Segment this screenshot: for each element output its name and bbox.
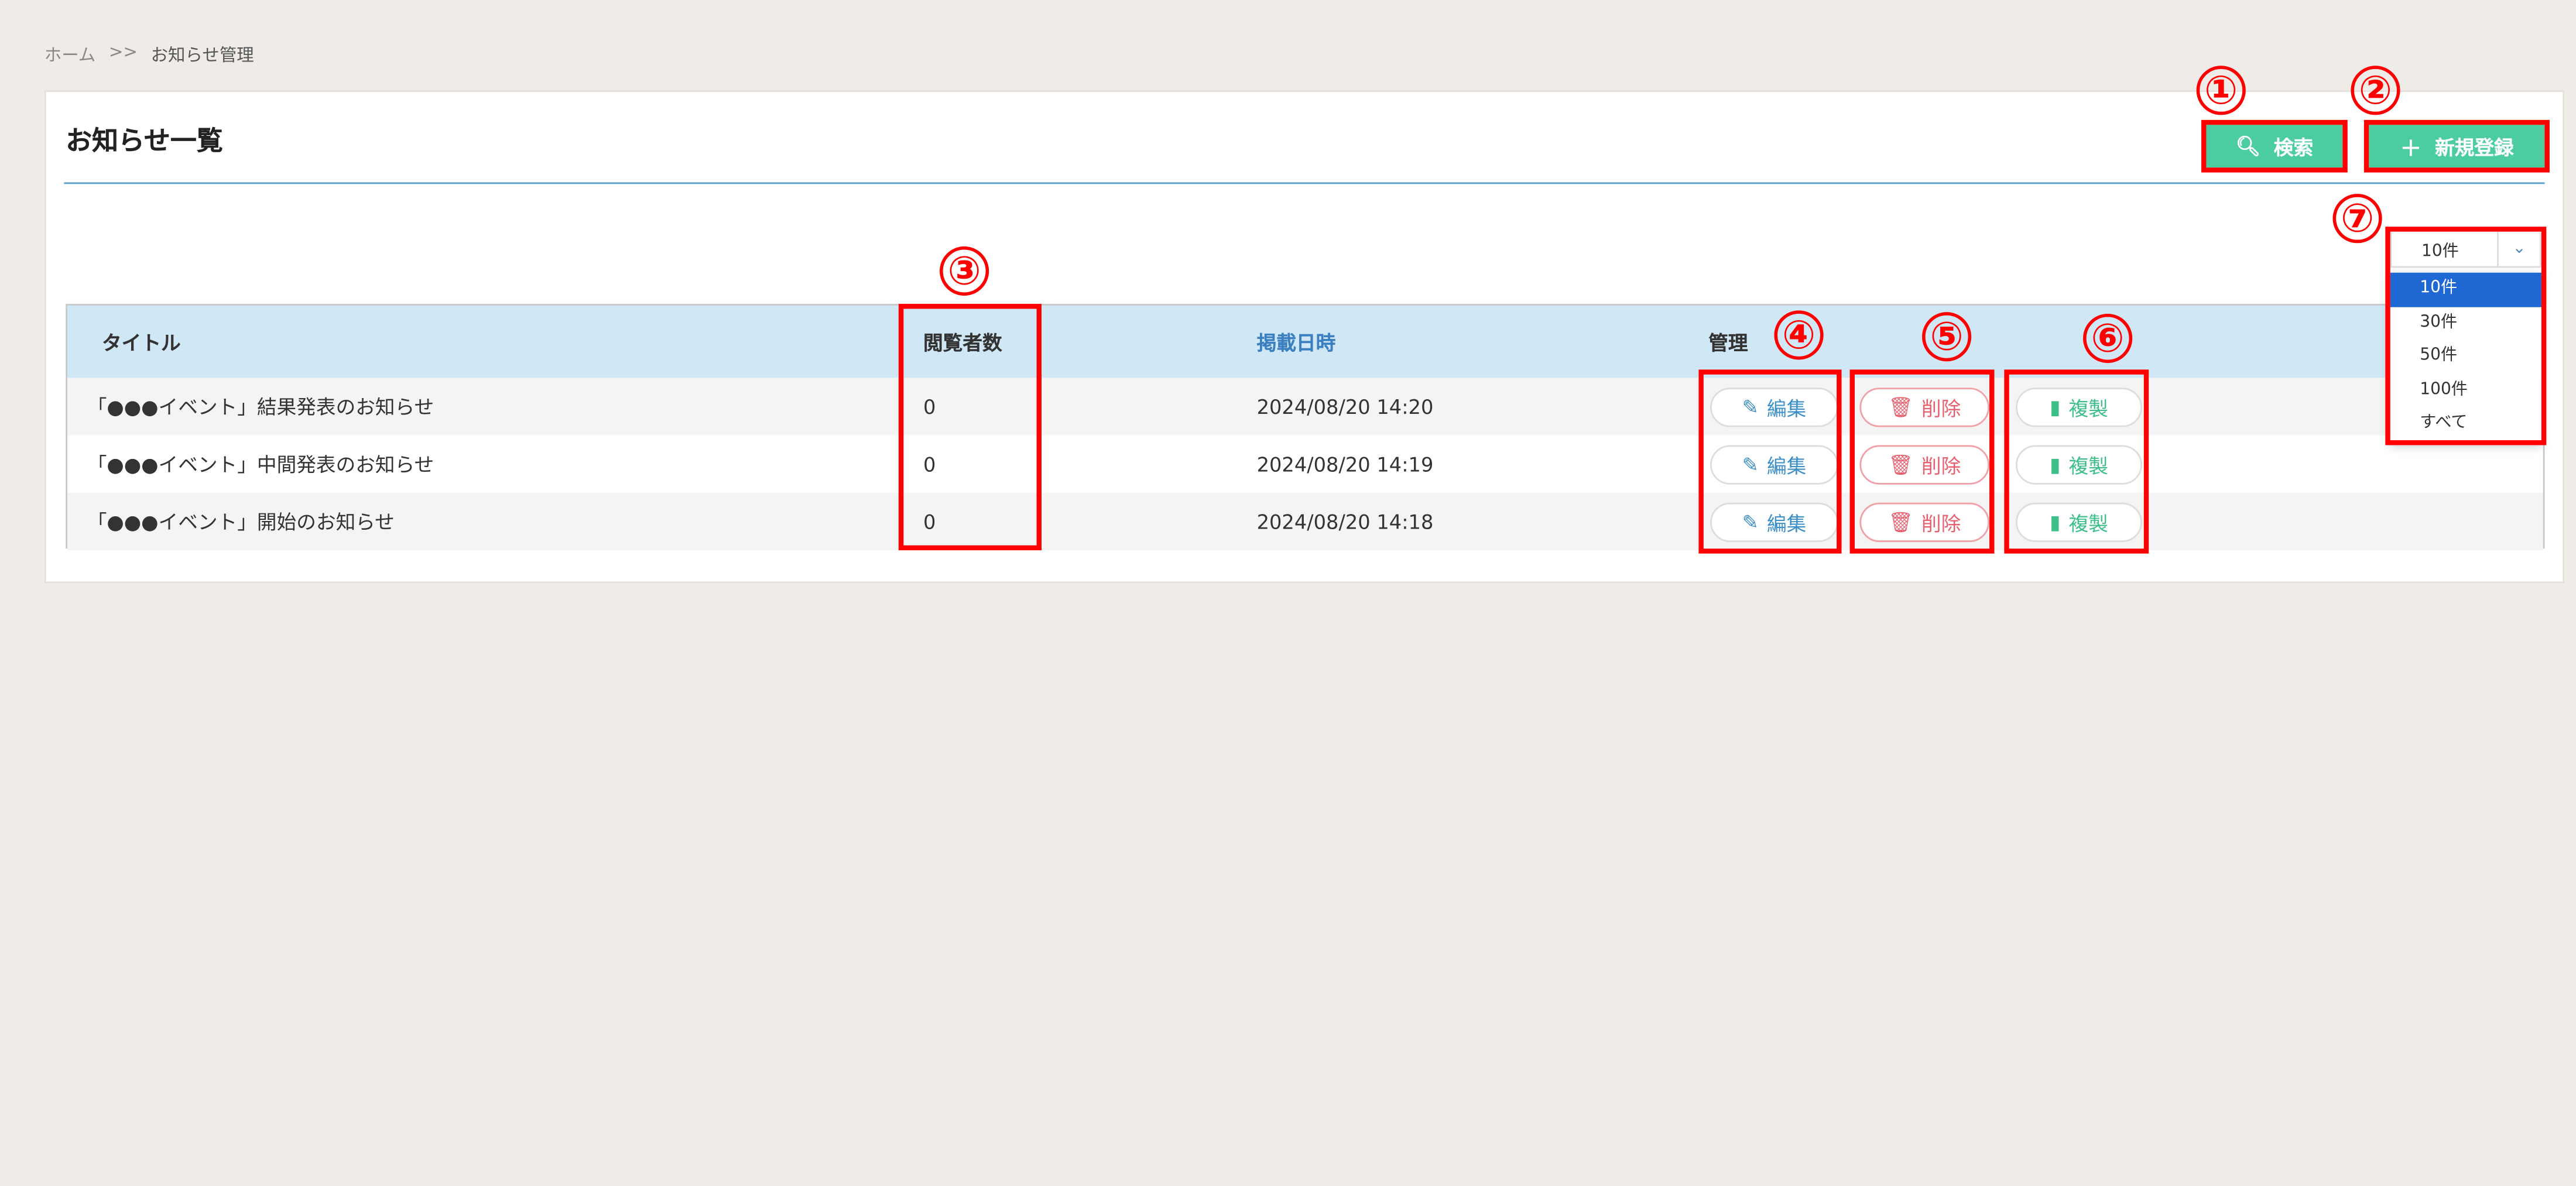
edit-button[interactable]: ✎ 編集	[1710, 502, 1838, 542]
header-title: タイトル	[101, 331, 181, 354]
pencil-icon: ✎	[1742, 510, 1759, 534]
copy-button[interactable]: ▮ 複製	[2015, 388, 2143, 427]
copy-icon: ▮	[2050, 510, 2061, 534]
delete-label: 削除	[1921, 396, 1961, 420]
delete-button[interactable]: 🗑︎ 削除	[1859, 445, 1990, 485]
breadcrumb-current: お知らせ管理	[150, 46, 254, 66]
delete-label: 削除	[1921, 512, 1961, 535]
row-viewers: 0	[923, 453, 936, 476]
per-page-select[interactable]: 10件 ⌄	[2390, 229, 2541, 268]
per-page-option[interactable]: すべて	[2420, 414, 2468, 433]
trash-icon: 🗑︎	[1888, 510, 1913, 534]
pencil-icon: ✎	[1742, 396, 1759, 419]
copy-label: 複製	[2068, 396, 2108, 420]
edit-label: 編集	[1766, 396, 1807, 420]
per-page-value: 10件	[2421, 243, 2459, 262]
copy-button[interactable]: ▮ 複製	[2015, 445, 2143, 485]
edit-button[interactable]: ✎ 編集	[1710, 445, 1838, 485]
row-posted: 2024/08/20 14:20	[1256, 395, 1434, 419]
notice-table: タイトル 閲覧者数 掲載日時 管理 「●●●イベント」結果発表のお知らせ 0 2…	[66, 304, 2545, 551]
breadcrumb-home[interactable]: ホーム	[44, 46, 96, 66]
breadcrumb: ホーム >> お知らせ管理	[44, 43, 254, 67]
per-page-option[interactable]: 30件	[2420, 313, 2458, 331]
copy-label: 複製	[2068, 512, 2108, 535]
table-header: タイトル 閲覧者数 掲載日時 管理	[67, 305, 2543, 378]
delete-label: 削除	[1921, 454, 1961, 478]
header-posted[interactable]: 掲載日時	[1256, 331, 1336, 354]
header-manage: 管理	[1708, 331, 1748, 354]
per-page-option[interactable]: 10件	[2390, 272, 2541, 307]
chevron-down-icon: ⌄	[2497, 231, 2540, 266]
search-button[interactable]: 🔍︎ 検索	[2206, 125, 2343, 168]
table-row: 「●●●イベント」結果発表のお知らせ 0 2024/08/20 14:20 ✎ 編…	[67, 378, 2543, 436]
new-register-label: 新規登録	[2435, 135, 2514, 159]
row-viewers: 0	[923, 510, 936, 533]
row-posted: 2024/08/20 14:19	[1256, 453, 1434, 476]
edit-label: 編集	[1766, 454, 1807, 478]
edit-label: 編集	[1766, 512, 1807, 535]
pencil-icon: ✎	[1742, 453, 1759, 477]
search-icon: 🔍︎	[2235, 135, 2261, 158]
copy-icon: ▮	[2050, 453, 2061, 477]
row-title: 「●●●イベント」結果発表のお知らせ	[87, 396, 434, 419]
search-label: 検索	[2273, 135, 2314, 159]
copy-label: 複製	[2068, 454, 2108, 478]
header-viewers: 閲覧者数	[923, 331, 1002, 354]
breadcrumb-separator: >>	[108, 42, 138, 63]
delete-button[interactable]: 🗑︎ 削除	[1859, 388, 1990, 427]
edit-button[interactable]: ✎ 編集	[1710, 388, 1838, 427]
per-page-dropdown: 10件 30件 50件 100件 すべて	[2390, 272, 2541, 442]
row-viewers: 0	[923, 395, 936, 419]
new-register-button[interactable]: + 新規登録	[2369, 125, 2545, 168]
copy-icon: ▮	[2050, 396, 2061, 419]
page-title: お知らせ一覧	[66, 125, 223, 156]
delete-button[interactable]: 🗑︎ 削除	[1859, 502, 1990, 542]
copy-button[interactable]: ▮ 複製	[2015, 502, 2143, 542]
trash-icon: 🗑︎	[1888, 453, 1913, 477]
trash-icon: 🗑︎	[1888, 396, 1913, 419]
table-row: 「●●●イベント」開始のお知らせ 0 2024/08/20 14:18 ✎ 編集 …	[67, 492, 2543, 551]
table-row: 「●●●イベント」中間発表のお知らせ 0 2024/08/20 14:19 ✎ 編…	[67, 435, 2543, 493]
row-posted: 2024/08/20 14:18	[1256, 510, 1434, 533]
title-divider	[64, 182, 2545, 184]
plus-icon: +	[2399, 131, 2422, 162]
row-title: 「●●●イベント」開始のお知らせ	[87, 510, 395, 534]
per-page-option[interactable]: 100件	[2420, 381, 2468, 399]
row-title: 「●●●イベント」中間発表のお知らせ	[87, 453, 434, 477]
per-page-option[interactable]: 50件	[2420, 347, 2458, 365]
